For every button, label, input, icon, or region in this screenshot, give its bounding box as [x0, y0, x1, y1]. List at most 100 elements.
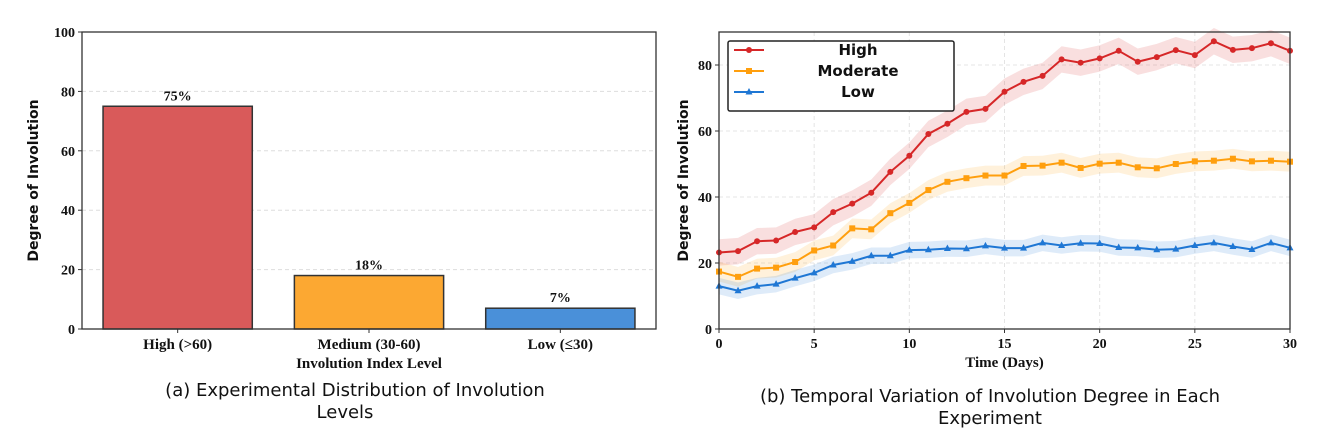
x-axis-label: Involution Index Level: [296, 356, 442, 372]
data-label: 75%: [164, 89, 192, 104]
marker-point: [868, 189, 875, 196]
marker-point: [1267, 157, 1274, 164]
marker-point: [1191, 52, 1198, 59]
caption-line: (a) Experimental Distribution of Involut…: [165, 380, 545, 401]
marker-point: [1001, 244, 1008, 251]
marker-point: [982, 172, 989, 179]
marker-point: [1248, 245, 1256, 252]
x-tick-label: 25: [1188, 337, 1202, 352]
marker-point: [773, 237, 780, 244]
marker-point: [905, 246, 913, 253]
plot-frame: [718, 31, 1291, 330]
marker-point: [1267, 238, 1275, 246]
marker-point: [1058, 159, 1065, 166]
y-tick-label: 40: [61, 204, 75, 219]
y-axis-label: Degree of Involution: [676, 99, 692, 261]
marker-point: [887, 168, 894, 175]
caption-b: (b) Temporal Variation of Involution Deg…: [760, 386, 1220, 429]
marker-point: [1020, 78, 1027, 85]
x-tick-label: 30: [1283, 337, 1297, 352]
marker-point: [1172, 47, 1179, 54]
y-tick-label: 80: [61, 85, 75, 100]
marker-point: [1172, 161, 1179, 167]
marker-point: [811, 224, 818, 231]
y-tick-label: 40: [698, 191, 712, 206]
y-axis-label: Degree of Involution: [26, 99, 42, 261]
marker-point: [906, 152, 913, 159]
marker-point: [735, 248, 742, 255]
marker-point: [1210, 38, 1217, 45]
marker-point: [1267, 40, 1274, 47]
marker-point: [1134, 164, 1141, 171]
marker-point: [963, 175, 970, 182]
marker-point: [944, 178, 951, 185]
legend-label: Moderate: [817, 62, 898, 80]
marker-point: [1191, 158, 1198, 165]
marker-point: [1096, 239, 1104, 247]
marker-point: [1172, 245, 1180, 252]
x-tick-label: Low (≤30): [528, 337, 593, 353]
series-high: [716, 28, 1293, 266]
y-tick-label: 0: [68, 323, 75, 338]
marker-point: [962, 244, 970, 252]
y-tick-label: 60: [698, 125, 712, 140]
marker-point: [1115, 159, 1122, 166]
marker-point: [1039, 72, 1046, 79]
x-tick-label: Medium (30-60): [318, 337, 421, 353]
x-tick-label: 20: [1093, 337, 1107, 352]
marker-point: [848, 257, 856, 264]
marker-point: [1096, 55, 1103, 62]
marker-point: [1039, 162, 1046, 169]
marker-point: [1210, 157, 1217, 164]
marker-point: [906, 199, 913, 206]
x-tick-label: 5: [811, 337, 818, 352]
confidence-band: [719, 28, 1290, 266]
marker-point: [746, 68, 752, 74]
marker-point: [1115, 243, 1123, 250]
marker-point: [1039, 238, 1047, 246]
legend-label: Low: [841, 83, 875, 101]
marker-point: [773, 264, 780, 271]
caption-a: (a) Experimental Distribution of Involut…: [165, 380, 545, 423]
marker-point: [753, 282, 761, 289]
x-tick-label: 15: [998, 337, 1012, 352]
marker-point: [867, 251, 875, 259]
marker-point: [981, 241, 989, 249]
marker-point: [754, 265, 761, 272]
marker-point: [1058, 241, 1066, 249]
x-tick-label: High (>60): [143, 337, 212, 353]
plot-frame: [81, 31, 657, 330]
marker-point: [1134, 58, 1141, 65]
x-tick-label: 0: [716, 337, 723, 352]
marker-point: [811, 247, 818, 254]
marker-point: [754, 238, 761, 245]
marker-point: [1020, 162, 1027, 169]
marker-point: [734, 286, 742, 294]
marker-point: [1153, 165, 1160, 172]
marker-point: [791, 274, 799, 281]
marker-point: [925, 130, 932, 137]
series-low: [715, 234, 1294, 299]
y-tick-label: 0: [705, 323, 712, 338]
data-label: 18%: [355, 259, 383, 274]
marker-point: [868, 226, 875, 233]
y-tick-label: 20: [61, 264, 75, 279]
marker-point: [1077, 239, 1085, 246]
marker-point: [1077, 164, 1084, 171]
marker-point: [887, 210, 894, 217]
series-moderate: [716, 148, 1293, 287]
y-tick-label: 100: [54, 26, 75, 41]
y-tick-label: 60: [61, 145, 75, 160]
legend-box: [727, 40, 955, 112]
x-axis-label: Time (Days): [965, 355, 1043, 371]
bar-1: [293, 274, 445, 330]
legend: High Moderate Low: [727, 40, 955, 112]
legend-label: High: [838, 41, 877, 59]
marker-point: [1229, 155, 1236, 162]
marker-point: [830, 242, 837, 249]
caption-line: (b) Temporal Variation of Involution Deg…: [760, 386, 1220, 407]
x-tick-label: 10: [902, 337, 916, 352]
marker-point: [830, 209, 837, 216]
marker-point: [1020, 244, 1028, 251]
